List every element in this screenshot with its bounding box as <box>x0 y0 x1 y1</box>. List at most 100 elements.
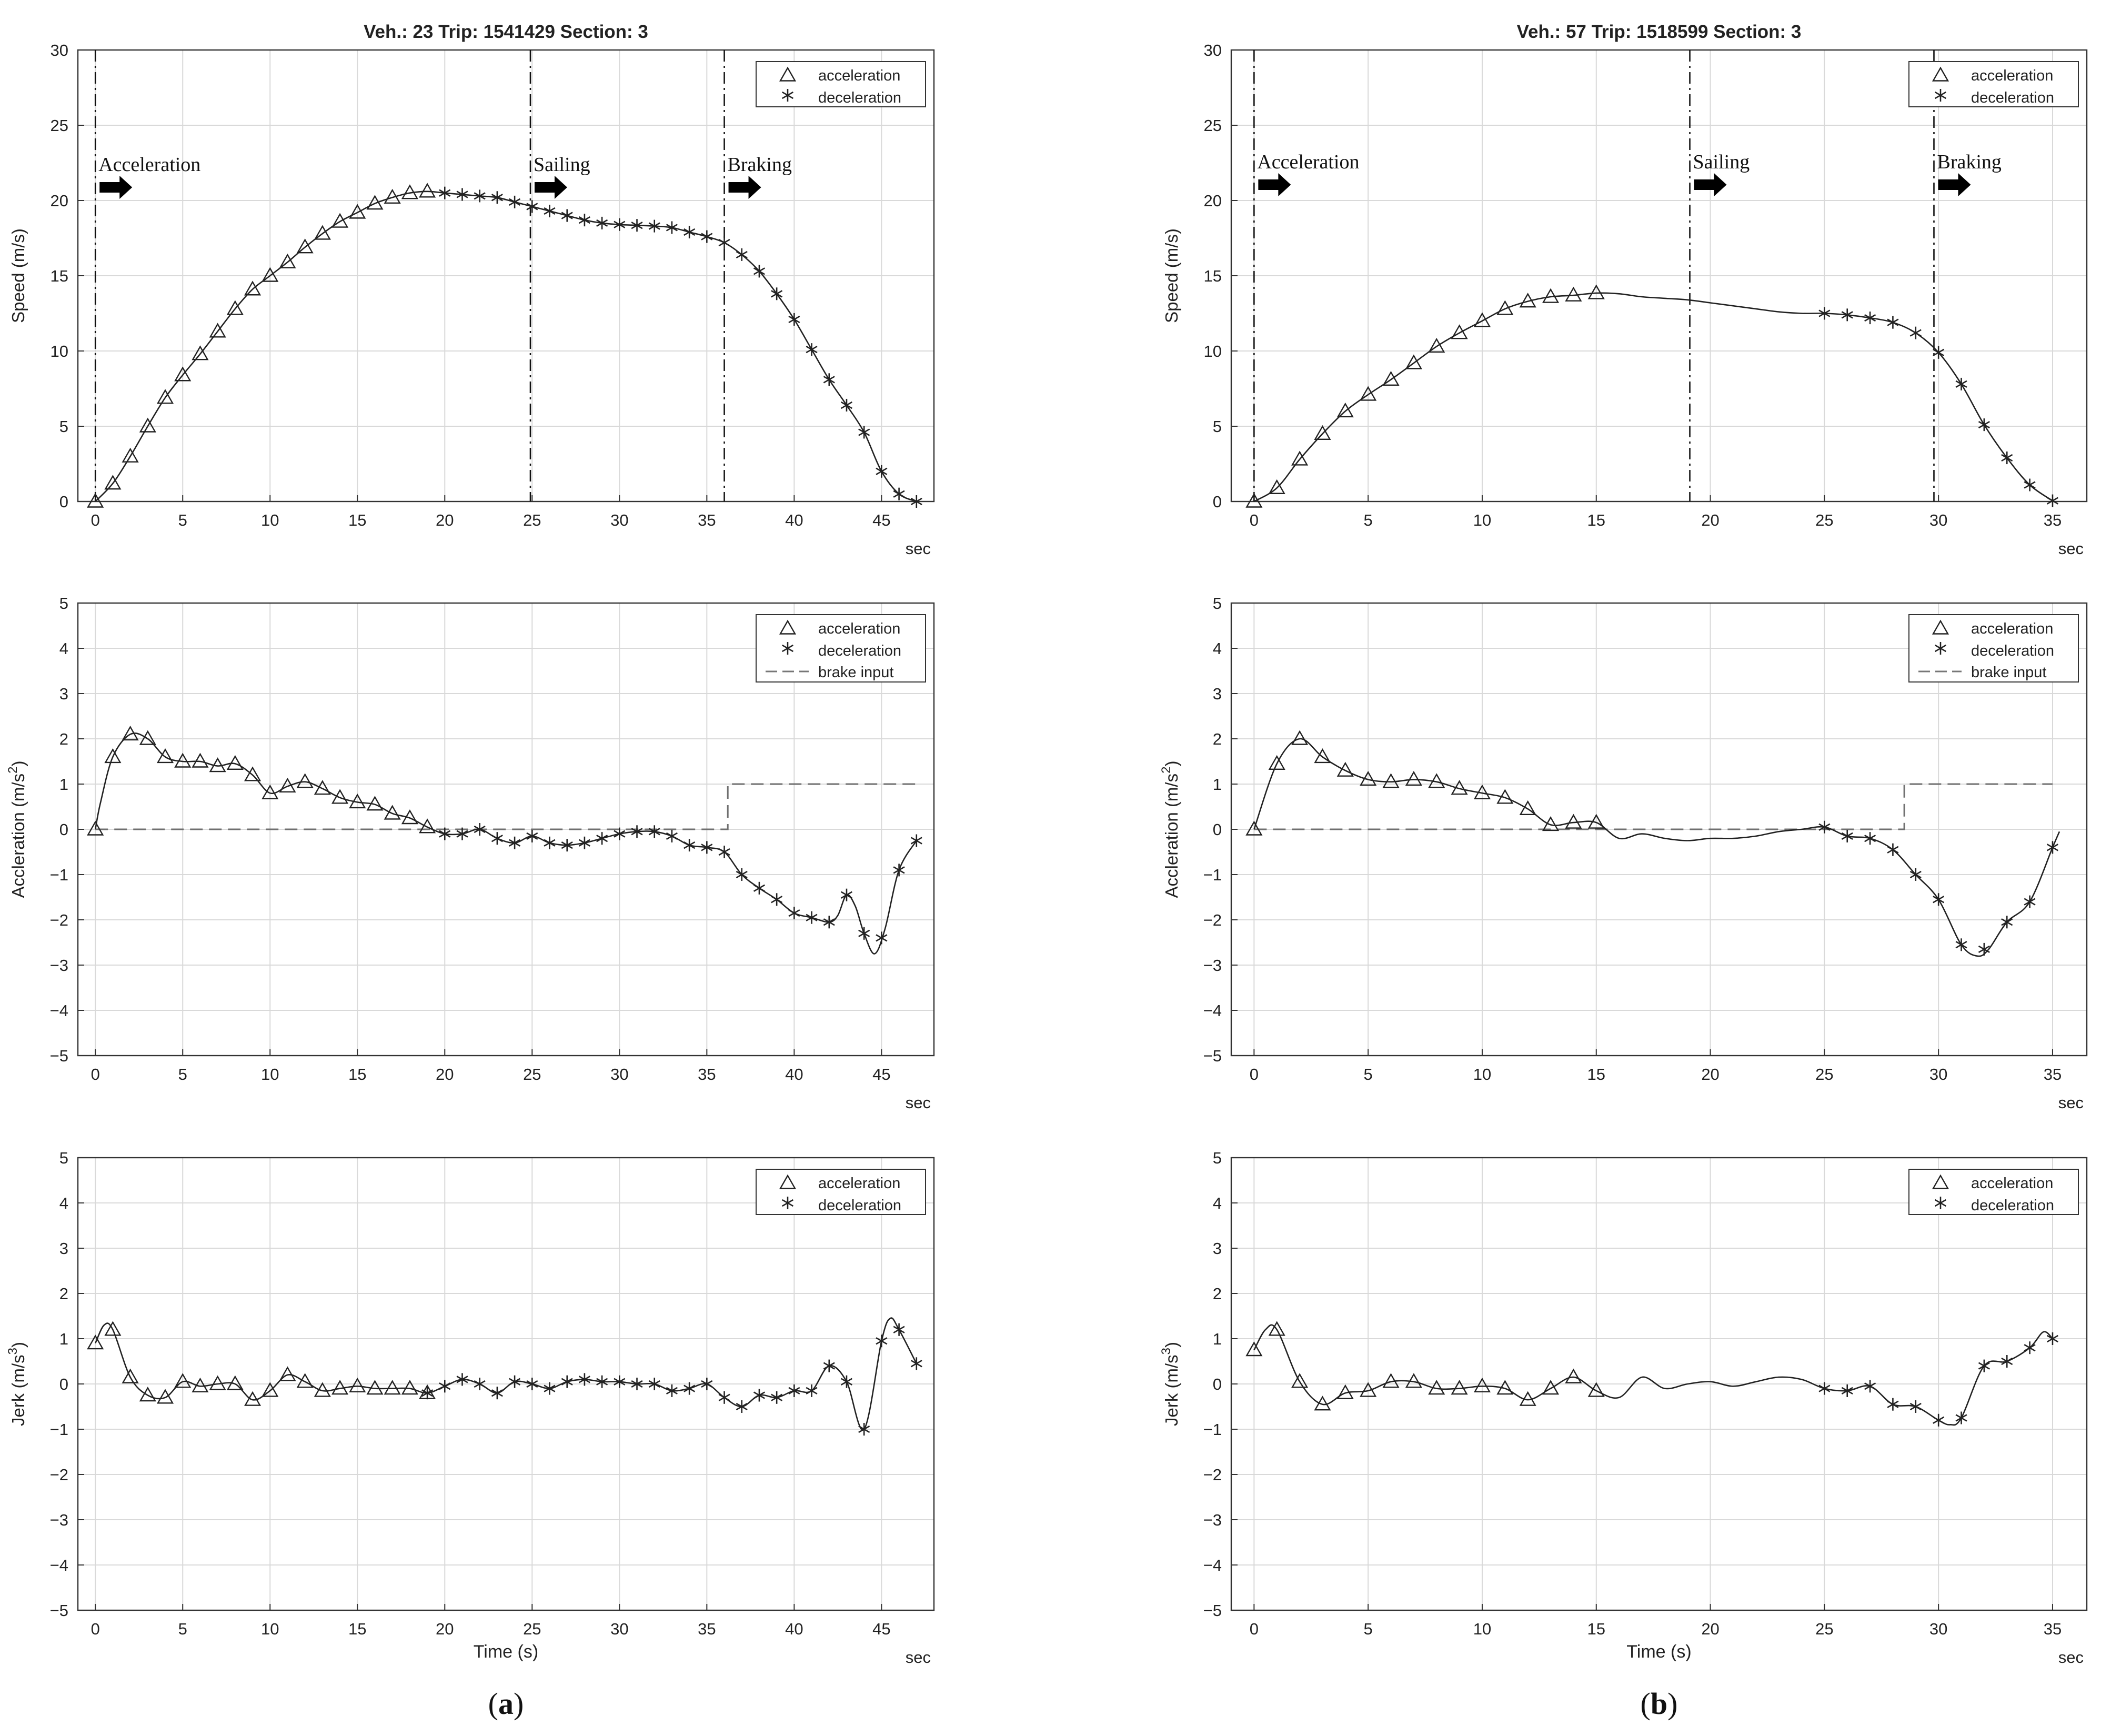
legend-brake-label: brake input <box>1971 664 2047 681</box>
deceleration-marker <box>614 1375 626 1388</box>
x-tick-label: 30 <box>1929 1065 1947 1083</box>
deceleration-marker <box>718 1391 730 1404</box>
asterisk-stroke <box>491 194 503 202</box>
deceleration-marker <box>631 1378 643 1390</box>
legend-acceleration-label: acceleration <box>818 620 900 637</box>
asterisk-stroke <box>683 228 696 236</box>
legend-deceleration-marker <box>1934 89 1947 102</box>
y-tick-label: −5 <box>1203 1601 1222 1620</box>
legend-deceleration-label: deceleration <box>1971 643 2054 659</box>
acceleration-marker <box>174 1373 192 1388</box>
acceleration-marker <box>331 213 349 228</box>
asterisk-stroke <box>1818 823 1831 831</box>
caption-close: ) <box>1667 1687 1677 1721</box>
asterisk-stroke <box>614 220 626 228</box>
asterisk-stroke <box>2024 1344 2036 1352</box>
acceleration-marker <box>1587 1382 1605 1397</box>
speed-subplot: 0 5 10 15 20 25 30 0 5 10 15 20 25 30 35 sec Speed (m/s)… <box>1162 41 2088 558</box>
deceleration-marker <box>474 189 486 203</box>
y-tick-label: 0 <box>1213 820 1222 839</box>
deceleration-marker <box>1864 1380 1876 1393</box>
asterisk-stroke <box>1909 1402 1922 1411</box>
asterisk-stroke <box>753 884 766 892</box>
y-tick-label: 4 <box>1213 1194 1222 1212</box>
deceleration-marker <box>701 230 713 243</box>
acceleration-marker <box>209 1375 226 1390</box>
acceleration-marker <box>349 793 366 809</box>
acceleration-marker <box>262 267 279 282</box>
y-tick-label: 1 <box>1213 775 1222 794</box>
y-axis-label: Speed (m/s) <box>1162 228 1181 323</box>
deceleration-marker <box>840 1375 853 1388</box>
y-tick-label: −4 <box>1203 1001 1222 1020</box>
acceleration-marker <box>296 238 314 254</box>
x-tick-label: 35 <box>698 511 716 529</box>
x-tick-label: 10 <box>1473 1620 1491 1638</box>
y-tick-label: 10 <box>1204 342 1222 360</box>
asterisk-stroke <box>1887 846 1899 854</box>
deceleration-marker <box>1909 868 1922 881</box>
asterisk-stroke <box>439 1382 451 1390</box>
asterisk-stroke <box>876 934 888 942</box>
acceleration-marker <box>1405 770 1422 786</box>
asterisk-stroke <box>1933 348 1945 356</box>
phase-arrow-icon <box>99 176 133 199</box>
asterisk-stroke <box>718 238 730 247</box>
y-tick-label: 3 <box>1213 1239 1222 1258</box>
y-tick-label: 0 <box>59 820 68 839</box>
legend-deceleration-label: deceleration <box>818 89 901 106</box>
deceleration-marker <box>509 1375 521 1388</box>
deceleration-marker <box>893 1323 905 1336</box>
x-tick-label: 15 <box>1587 1620 1605 1638</box>
y-tick-label: 1 <box>1213 1330 1222 1348</box>
deceleration-marker <box>1841 308 1853 322</box>
x-tick-label: 15 <box>348 511 366 529</box>
asterisk-stroke <box>840 401 853 409</box>
asterisk-stroke <box>474 192 486 200</box>
legend-acceleration-label: acceleration <box>1971 620 2053 637</box>
deceleration-marker <box>614 218 626 231</box>
x-tick-label: 15 <box>1587 511 1605 529</box>
y-axis-label-close: ) <box>1162 1342 1181 1348</box>
acceleration-marker <box>1360 386 1377 401</box>
deceleration-marker <box>509 195 521 208</box>
asterisk-stroke <box>858 929 870 937</box>
x-tick-label: 35 <box>698 1065 716 1083</box>
x-tick-label: 0 <box>1250 1065 1259 1083</box>
acceleration-marker <box>1291 450 1309 466</box>
asterisk-stroke <box>2001 454 2013 462</box>
deceleration-marker <box>1818 307 1831 320</box>
asterisk-stroke <box>1887 1400 1899 1408</box>
asterisk-stroke <box>596 835 608 842</box>
deceleration-marker <box>561 839 573 852</box>
acceleration-marker <box>1245 1341 1263 1357</box>
asterisk-stroke <box>840 1378 853 1386</box>
acceleration-marker <box>1245 493 1263 508</box>
asterisk-stroke <box>544 207 556 215</box>
asterisk-stroke <box>491 1389 503 1397</box>
asterisk-stroke <box>1978 1362 1990 1370</box>
deceleration-marker <box>1933 893 1945 906</box>
phase-arrow-icon <box>534 176 567 199</box>
acceleration-marker <box>156 748 174 764</box>
plot-frame <box>77 1157 935 1611</box>
asterisk-stroke <box>526 203 538 210</box>
deceleration-marker <box>561 1375 573 1388</box>
deceleration-marker <box>1955 377 1967 390</box>
asterisk-stroke <box>1887 318 1899 326</box>
acceleration-marker <box>1428 338 1445 353</box>
asterisk-stroke <box>2001 918 2013 926</box>
phase-label-acceleration: Acceleration <box>1257 151 1359 173</box>
asterisk-stroke <box>544 839 556 847</box>
acceleration-marker <box>226 300 244 315</box>
acceleration-marker <box>1245 820 1263 836</box>
asterisk-stroke <box>1955 941 1967 949</box>
accel-series-line <box>94 732 917 955</box>
deceleration-marker <box>474 1378 486 1390</box>
y-axis-label: Speed (m/s) <box>8 228 28 323</box>
deceleration-marker <box>439 827 451 840</box>
deceleration-marker <box>2024 478 2036 491</box>
y-tick-label: 15 <box>51 267 68 285</box>
y-tick-label: 2 <box>59 730 68 748</box>
deceleration-marker <box>683 1382 696 1395</box>
